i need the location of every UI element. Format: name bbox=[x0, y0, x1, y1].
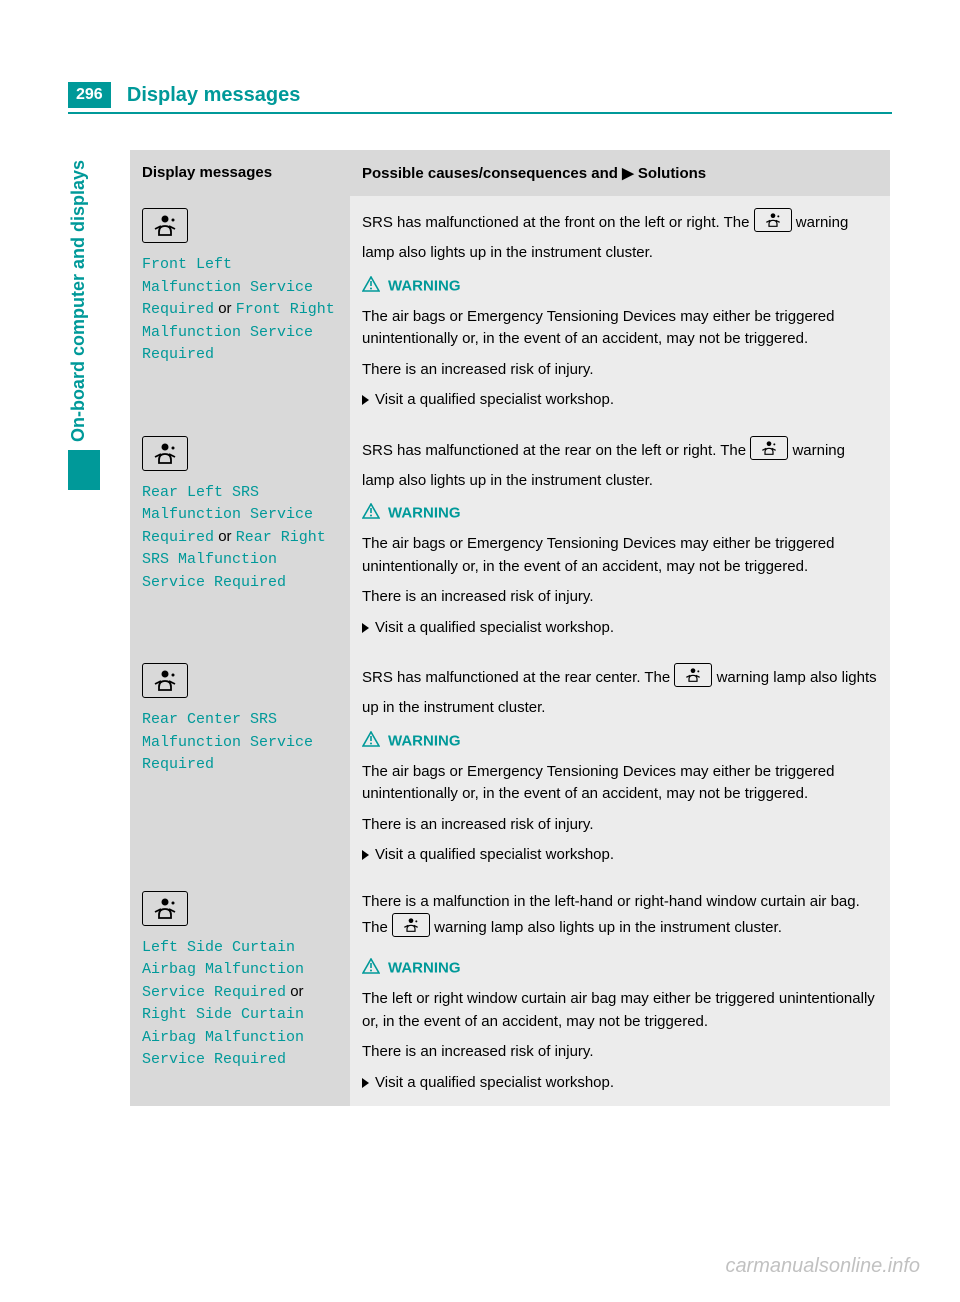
table-row: Left Side Curtain Airbag Malfunction Ser… bbox=[130, 879, 890, 1107]
warning-text: The air bags or Emergency Tensioning Dev… bbox=[362, 761, 878, 806]
watermark: carmanualsonline.info bbox=[725, 1255, 920, 1278]
warning-label: WARNING bbox=[388, 504, 461, 521]
warning-text: There is an increased risk of injury. bbox=[362, 814, 878, 837]
srs-icon bbox=[750, 436, 788, 460]
display-message-text: Right Side Curtain Airbag Malfunction Se… bbox=[142, 1006, 304, 1068]
solution-text: Visit a qualified specialist workshop. bbox=[375, 619, 614, 636]
solution-arrow-icon bbox=[362, 850, 369, 860]
message-cell: Rear Center SRS Malfunction Service Requ… bbox=[130, 651, 350, 879]
warning-triangle-icon bbox=[362, 728, 380, 755]
warning-text: There is an increased risk of injury. bbox=[362, 359, 878, 382]
table-row: Front Left Malfunction Service Required … bbox=[130, 196, 890, 424]
chapter-side-tab: On-board computer and displays bbox=[68, 160, 108, 490]
warning-text: There is an increased risk of injury. bbox=[362, 586, 878, 609]
warning-text: The left or right window curtain air bag… bbox=[362, 988, 878, 1033]
srs-icon bbox=[674, 663, 712, 687]
cause-text: There is a malfunction in the left-hand … bbox=[362, 891, 878, 948]
warning-header: WARNING bbox=[362, 273, 878, 300]
warning-text: There is an increased risk of injury. bbox=[362, 1041, 878, 1064]
warning-label: WARNING bbox=[388, 732, 461, 749]
display-message-text: Left Side Curtain Airbag Malfunction Ser… bbox=[142, 939, 304, 1001]
warning-triangle-icon bbox=[362, 273, 380, 300]
display-messages-table: Display messages Possible causes/consequ… bbox=[130, 150, 890, 1106]
display-message-text: Rear Center SRS Malfunction Service Requ… bbox=[142, 711, 313, 773]
message-cell: Front Left Malfunction Service Required … bbox=[130, 196, 350, 424]
warning-text: The air bags or Emergency Tensioning Dev… bbox=[362, 306, 878, 351]
table-header-row: Display messages Possible causes/consequ… bbox=[130, 150, 890, 196]
solution-arrow-icon bbox=[362, 1078, 369, 1088]
header-display-messages: Display messages bbox=[130, 150, 350, 196]
cause-text: SRS has malfunctioned at the front on th… bbox=[362, 208, 878, 265]
page-number: 296 bbox=[68, 82, 111, 108]
solution-arrow-icon bbox=[362, 395, 369, 405]
warning-triangle-icon bbox=[362, 500, 380, 527]
warning-header: WARNING bbox=[362, 955, 878, 982]
srs-icon bbox=[142, 891, 188, 926]
warning-text: The air bags or Emergency Tensioning Dev… bbox=[362, 533, 878, 578]
srs-icon bbox=[392, 913, 430, 937]
header-solutions: Possible causes/consequences and ▶ Solut… bbox=[350, 150, 890, 196]
message-cell: Left Side Curtain Airbag Malfunction Ser… bbox=[130, 879, 350, 1107]
chapter-marker bbox=[68, 450, 100, 490]
warning-header: WARNING bbox=[362, 728, 878, 755]
srs-icon bbox=[142, 208, 188, 243]
solution-cell: SRS has malfunctioned at the rear on the… bbox=[350, 424, 890, 652]
solution-cell: There is a malfunction in the left-hand … bbox=[350, 879, 890, 1107]
srs-icon bbox=[754, 208, 792, 232]
srs-icon bbox=[142, 436, 188, 471]
or-label: or bbox=[218, 300, 231, 317]
solution-cell: SRS has malfunctioned at the front on th… bbox=[350, 196, 890, 424]
cause-text: SRS has malfunctioned at the rear on the… bbox=[362, 436, 878, 493]
solution-cell: SRS has malfunctioned at the rear center… bbox=[350, 651, 890, 879]
warning-header: WARNING bbox=[362, 500, 878, 527]
solution-line: Visit a qualified specialist workshop. bbox=[362, 389, 878, 412]
solution-text: Visit a qualified specialist workshop. bbox=[375, 846, 614, 863]
or-label: or bbox=[290, 983, 303, 1000]
solution-line: Visit a qualified specialist workshop. bbox=[362, 844, 878, 867]
srs-icon bbox=[142, 663, 188, 698]
page-title: Display messages bbox=[115, 84, 300, 107]
message-cell: Rear Left SRS Malfunction Service Requir… bbox=[130, 424, 350, 652]
cause-text: SRS has malfunctioned at the rear center… bbox=[362, 663, 878, 720]
solution-line: Visit a qualified specialist workshop. bbox=[362, 617, 878, 640]
warning-label: WARNING bbox=[388, 959, 461, 976]
table-row: Rear Left SRS Malfunction Service Requir… bbox=[130, 424, 890, 652]
warning-triangle-icon bbox=[362, 955, 380, 982]
solution-line: Visit a qualified specialist workshop. bbox=[362, 1072, 878, 1095]
chapter-label: On-board computer and displays bbox=[68, 160, 89, 442]
solution-arrow-icon bbox=[362, 623, 369, 633]
solution-text: Visit a qualified specialist workshop. bbox=[375, 391, 614, 408]
warning-label: WARNING bbox=[388, 277, 461, 294]
solution-text: Visit a qualified specialist workshop. bbox=[375, 1074, 614, 1091]
table-row: Rear Center SRS Malfunction Service Requ… bbox=[130, 651, 890, 879]
or-label: or bbox=[218, 528, 231, 545]
page-header: 296 Display messages bbox=[68, 82, 892, 114]
